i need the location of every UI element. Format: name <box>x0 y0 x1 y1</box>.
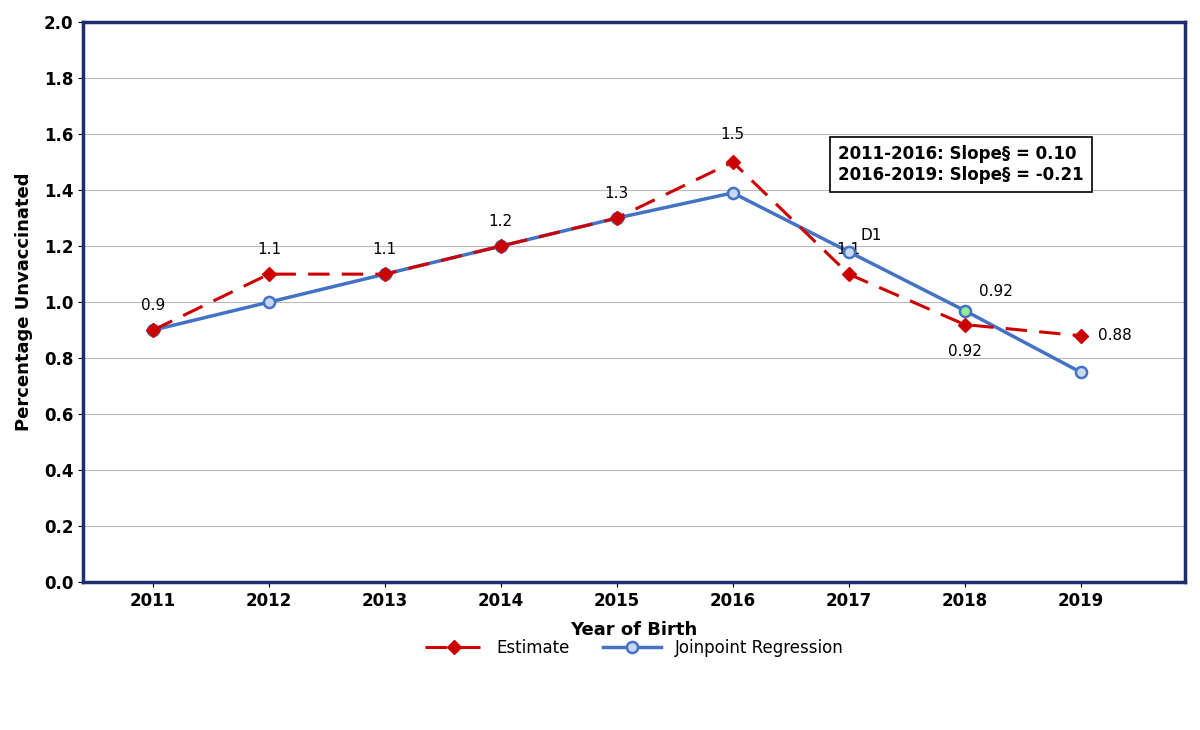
Text: 1.3: 1.3 <box>605 186 629 201</box>
Text: 0.92: 0.92 <box>978 285 1013 299</box>
Text: 0.88: 0.88 <box>1098 328 1132 343</box>
X-axis label: Year of Birth: Year of Birth <box>570 621 697 639</box>
Text: 1.1: 1.1 <box>257 242 281 257</box>
Y-axis label: Percentage Unvaccinated: Percentage Unvaccinated <box>14 173 34 431</box>
Text: 1.5: 1.5 <box>721 128 745 142</box>
Text: 2011-2016: Slope§ = 0.10
2016-2019: Slope§ = -0.21: 2011-2016: Slope§ = 0.10 2016-2019: Slop… <box>838 145 1084 184</box>
Text: 0.92: 0.92 <box>948 344 982 359</box>
Text: 1.1: 1.1 <box>836 242 860 257</box>
Text: 1.2: 1.2 <box>488 215 512 229</box>
Text: 1.1: 1.1 <box>373 242 397 257</box>
Legend: Estimate, Joinpoint Regression: Estimate, Joinpoint Regression <box>418 632 851 664</box>
Text: D1: D1 <box>860 228 882 243</box>
Text: 0.9: 0.9 <box>140 299 166 313</box>
